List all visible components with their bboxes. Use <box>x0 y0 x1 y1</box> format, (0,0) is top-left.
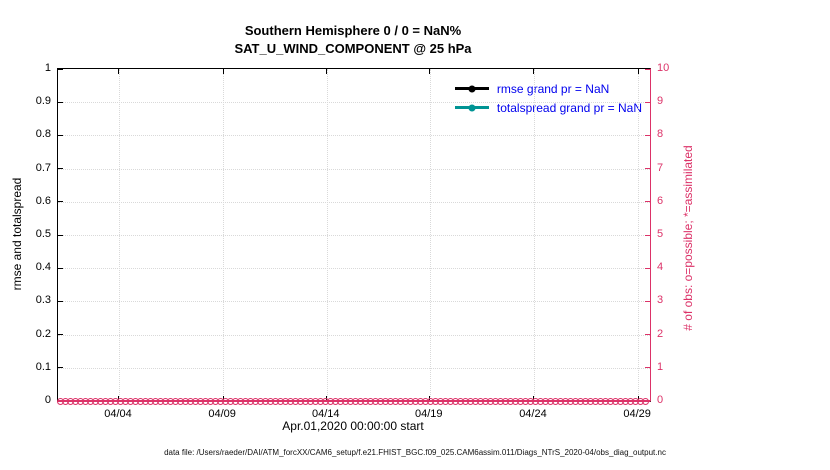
right-tick-label: 0 <box>657 394 664 406</box>
right-tick-label: 8 <box>657 128 664 141</box>
right-tick-mark <box>645 300 650 302</box>
right-tick-mark <box>645 101 650 103</box>
left-tick-label: 0.3 <box>35 294 51 307</box>
right-tick-label: 5 <box>657 228 664 240</box>
x-tick-label: 04/29 <box>623 408 651 420</box>
left-tick-label: 0.9 <box>35 95 51 108</box>
gridline-horizontal <box>58 102 650 104</box>
left-tick-label: 0.1 <box>35 360 51 373</box>
gridline-horizontal <box>58 235 650 236</box>
gridline-vertical <box>533 69 535 401</box>
chart-title-line2: SAT_U_WIND_COMPONENT @ 25 hPa <box>234 41 472 56</box>
right-tick-label: 9 <box>657 95 664 108</box>
x-tick-label: 04/24 <box>519 408 547 420</box>
left-tick-label: 0.4 <box>35 261 51 274</box>
legend-label-totalspread: totalspread grand pr = NaN <box>496 100 642 115</box>
right-axis-label: # of obs: o=possible; *=assimilated <box>681 145 695 331</box>
gridline-vertical <box>638 69 640 401</box>
left-tick-label: 0 <box>44 394 51 406</box>
data-file-caption: data file: /Users/raeder/DAI/ATM_forcXX/… <box>164 448 666 457</box>
left-tick-mark <box>58 168 63 170</box>
x-tick-label: 04/19 <box>415 408 443 420</box>
x-tick-mark-top <box>326 69 328 74</box>
gridline-horizontal <box>58 334 650 336</box>
right-tick-label: 10 <box>657 62 670 74</box>
left-tick-mark <box>58 334 63 336</box>
right-tick-mark <box>645 234 650 236</box>
gridline-horizontal <box>58 367 650 369</box>
gridline-vertical <box>326 69 328 401</box>
legend-item-totalspread: totalspread grand pr = NaN <box>454 98 642 117</box>
obs-count-marker <box>642 398 649 405</box>
x-axis-label: Apr.01,2020 00:00:00 start <box>282 419 424 433</box>
legend: rmse grand pr = NaN totalspread grand pr… <box>454 79 642 117</box>
right-tick-mark <box>645 334 650 336</box>
right-tick-label: 6 <box>657 194 664 207</box>
gridline-vertical <box>429 69 431 401</box>
right-tick-mark <box>645 201 650 203</box>
x-tick-mark-top <box>637 69 639 74</box>
gridline-horizontal <box>58 268 650 270</box>
left-tick-mark <box>58 267 63 269</box>
x-tick-label: 04/04 <box>104 408 132 420</box>
right-tick-label: 1 <box>657 360 664 373</box>
chart-title-line1: Southern Hemisphere 0 / 0 = NaN% <box>244 23 462 38</box>
plot-area: rmse grand pr = NaN totalspread grand pr… <box>57 68 651 405</box>
x-tick-mark-top <box>222 69 224 74</box>
left-tick-mark <box>58 69 63 70</box>
left-tick-label: 0.7 <box>35 161 51 174</box>
x-tick-mark-top <box>533 69 535 74</box>
left-tick-label: 0.8 <box>35 128 51 141</box>
right-tick-mark <box>645 168 650 170</box>
left-tick-label: 1 <box>44 62 51 74</box>
gridline-horizontal <box>58 301 650 303</box>
right-tick-mark <box>645 69 650 70</box>
legend-item-rmse: rmse grand pr = NaN <box>454 79 642 98</box>
totalspread-marker-icon <box>468 104 476 111</box>
gridline-vertical <box>118 69 120 401</box>
rmse-line-sample <box>454 85 489 92</box>
right-tick-mark <box>645 267 650 269</box>
x-tick-mark-top <box>429 69 431 74</box>
left-tick-label: 0.5 <box>35 228 51 240</box>
right-tick-mark <box>645 134 650 136</box>
left-tick-mark <box>58 201 63 203</box>
legend-label-rmse: rmse grand pr = NaN <box>496 81 610 96</box>
right-tick-label: 2 <box>657 327 664 340</box>
left-tick-label: 0.2 <box>35 327 51 340</box>
left-tick-mark <box>58 234 63 236</box>
gridline-horizontal <box>58 201 650 203</box>
right-tick-mark <box>645 367 650 369</box>
right-tick-label: 4 <box>657 261 664 274</box>
x-tick-mark-top <box>118 69 120 74</box>
left-tick-mark <box>58 300 63 302</box>
gridline-horizontal <box>58 168 650 170</box>
totalspread-line-sample <box>454 104 489 111</box>
right-tick-label: 3 <box>657 294 664 307</box>
left-tick-label: 0.6 <box>35 194 51 207</box>
x-tick-label: 04/09 <box>208 408 236 420</box>
left-tick-mark <box>58 101 63 103</box>
rmse-marker-icon <box>468 85 476 92</box>
left-tick-mark <box>58 367 63 369</box>
gridline-horizontal <box>58 135 650 137</box>
x-tick-label: 04/14 <box>312 408 340 420</box>
left-tick-mark <box>58 134 63 136</box>
right-tick-label: 7 <box>657 161 664 174</box>
gridline-vertical <box>223 69 225 401</box>
chart-title: Southern Hemisphere 0 / 0 = NaN% SAT_U_W… <box>57 22 649 58</box>
